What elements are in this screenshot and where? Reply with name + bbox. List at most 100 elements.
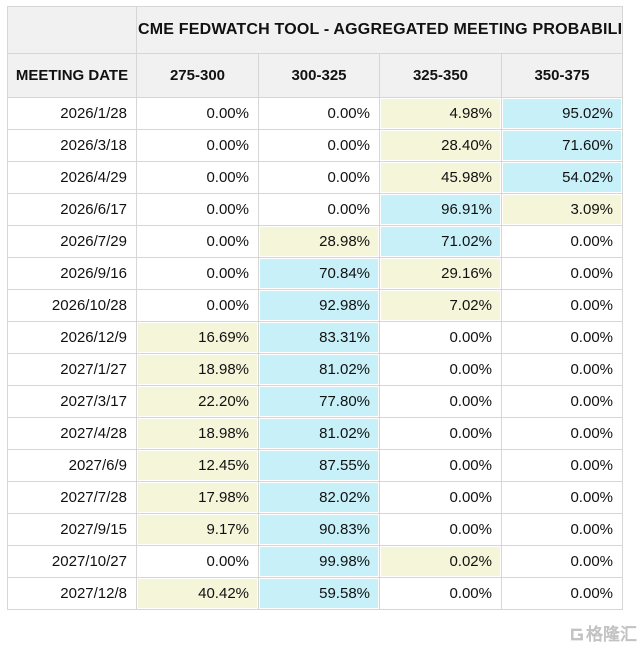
corner-cell — [7, 6, 137, 54]
meeting-date-cell: 2027/7/28 — [7, 481, 137, 514]
table-body: 2026/1/28 0.00% 0.00% 4.98% 95.02% 2026/3/18 0… — [7, 97, 624, 610]
probability-cell: 0.00% — [500, 513, 624, 546]
probability-cell: 0.00% — [136, 289, 259, 322]
table-row: 2027/3/17 22.20% 77.80% 0.00% 0.00% — [7, 385, 624, 418]
meeting-date-cell: 2027/4/28 — [7, 417, 137, 450]
probability-cell: 82.02% — [258, 481, 380, 514]
probability-cell: 0.00% — [136, 545, 259, 578]
probability-cell: 16.69% — [136, 321, 259, 354]
probability-cell: 0.00% — [500, 353, 624, 386]
column-header-350-375: 350-375 — [500, 53, 624, 98]
probability-cell: 0.02% — [379, 545, 502, 578]
probability-cell: 0.00% — [136, 129, 259, 162]
probability-cell: 59.58% — [258, 577, 380, 610]
column-header-300-325: 300-325 — [258, 53, 380, 98]
probability-cell: 4.98% — [379, 97, 502, 130]
meeting-date-cell: 2026/6/17 — [7, 193, 137, 226]
meeting-date-cell: 2027/1/27 — [7, 353, 137, 386]
probability-cell: 0.00% — [500, 417, 624, 450]
table-row: 2027/7/28 17.98% 82.02% 0.00% 0.00% — [7, 481, 624, 514]
meeting-date-cell: 2027/6/9 — [7, 449, 137, 482]
table-row: 2026/6/17 0.00% 0.00% 96.91% 3.09% — [7, 193, 624, 226]
probability-cell: 0.00% — [500, 481, 624, 514]
probability-cell: 28.98% — [258, 225, 380, 258]
probability-cell: 0.00% — [379, 449, 502, 482]
probability-cell: 0.00% — [136, 225, 259, 258]
table-row: 2026/10/28 0.00% 92.98% 7.02% 0.00% — [7, 289, 624, 322]
table-row: 2027/1/27 18.98% 81.02% 0.00% 0.00% — [7, 353, 624, 386]
table-row: 2027/6/9 12.45% 87.55% 0.00% 0.00% — [7, 449, 624, 482]
meeting-date-cell: 2026/3/18 — [7, 129, 137, 162]
meeting-date-cell: 2027/10/27 — [7, 545, 137, 578]
probability-cell: 71.02% — [379, 225, 502, 258]
probability-cell: 81.02% — [258, 417, 380, 450]
table-row: 2026/3/18 0.00% 0.00% 28.40% 71.60% — [7, 129, 624, 162]
column-header-325-350: 325-350 — [379, 53, 502, 98]
title-row: CME FEDWATCH TOOL - AGGREGATED MEETING P… — [7, 6, 624, 54]
probability-cell: 0.00% — [379, 577, 502, 610]
meeting-date-cell: 2026/7/29 — [7, 225, 137, 258]
table-row: 2026/12/9 16.69% 83.31% 0.00% 0.00% — [7, 321, 624, 354]
gelonghui-watermark-text: 格隆汇 — [586, 625, 637, 644]
probability-cell: 7.02% — [379, 289, 502, 322]
probability-cell: 0.00% — [379, 321, 502, 354]
probability-cell: 99.98% — [258, 545, 380, 578]
probability-cell: 0.00% — [258, 193, 380, 226]
meeting-date-cell: 2027/9/15 — [7, 513, 137, 546]
probability-cell: 12.45% — [136, 449, 259, 482]
column-header-275-300: 275-300 — [136, 53, 259, 98]
fedwatch-probabilities-table: CME FEDWATCH TOOL - AGGREGATED MEETING P… — [7, 6, 624, 610]
probability-cell: 9.17% — [136, 513, 259, 546]
probability-cell: 18.98% — [136, 353, 259, 386]
column-header-meeting-date: MEETING DATE — [7, 53, 137, 98]
probability-cell: 0.00% — [136, 257, 259, 290]
table-row: 2027/10/27 0.00% 99.98% 0.02% 0.00% — [7, 545, 624, 578]
table-row: 2027/4/28 18.98% 81.02% 0.00% 0.00% — [7, 417, 624, 450]
table-row: 2026/1/28 0.00% 0.00% 4.98% 95.02% — [7, 97, 624, 130]
probability-cell: 0.00% — [258, 161, 380, 194]
probability-cell: 0.00% — [500, 545, 624, 578]
probability-cell: 0.00% — [379, 481, 502, 514]
probability-cell: 54.02% — [500, 161, 624, 194]
table-row: 2027/9/15 9.17% 90.83% 0.00% 0.00% — [7, 513, 624, 546]
probability-cell: 81.02% — [258, 353, 380, 386]
meeting-date-cell: 2027/3/17 — [7, 385, 137, 418]
probability-cell: 45.98% — [379, 161, 502, 194]
probability-cell: 77.80% — [258, 385, 380, 418]
probability-cell: 0.00% — [500, 577, 624, 610]
probability-cell: 18.98% — [136, 417, 259, 450]
meeting-date-cell: 2026/10/28 — [7, 289, 137, 322]
probability-cell: 92.98% — [258, 289, 380, 322]
probability-cell: 29.16% — [379, 257, 502, 290]
probability-cell: 22.20% — [136, 385, 259, 418]
probability-cell: 71.60% — [500, 129, 624, 162]
probability-cell: 0.00% — [500, 289, 624, 322]
probability-cell: 0.00% — [136, 161, 259, 194]
probability-cell: 0.00% — [500, 385, 624, 418]
table-row: 2026/4/29 0.00% 0.00% 45.98% 54.02% — [7, 161, 624, 194]
table-row: 2026/9/16 0.00% 70.84% 29.16% 0.00% — [7, 257, 624, 290]
header-row: MEETING DATE 275-300 300-325 325-350 350… — [7, 53, 624, 98]
probability-cell: 90.83% — [258, 513, 380, 546]
probability-cell: 3.09% — [500, 193, 624, 226]
probability-cell: 0.00% — [379, 417, 502, 450]
probability-cell: 0.00% — [500, 257, 624, 290]
table-row: 2026/7/29 0.00% 28.98% 71.02% 0.00% — [7, 225, 624, 258]
gelonghui-logo-icon — [569, 627, 584, 642]
meeting-date-cell: 2026/4/29 — [7, 161, 137, 194]
probability-cell: 0.00% — [136, 193, 259, 226]
table-row: 2027/12/8 40.42% 59.58% 0.00% 0.00% — [7, 577, 624, 610]
table-title: CME FEDWATCH TOOL - AGGREGATED MEETING P… — [135, 6, 624, 54]
probability-cell: 0.00% — [258, 129, 380, 162]
probability-cell: 0.00% — [258, 97, 380, 130]
probability-cell: 96.91% — [379, 193, 502, 226]
meeting-date-cell: 2026/9/16 — [7, 257, 137, 290]
meeting-date-cell: 2026/1/28 — [7, 97, 137, 130]
probability-cell: 40.42% — [136, 577, 259, 610]
probability-cell: 83.31% — [258, 321, 380, 354]
probability-cell: 17.98% — [136, 481, 259, 514]
meeting-date-cell: 2026/12/9 — [7, 321, 137, 354]
probability-cell: 0.00% — [136, 97, 259, 130]
gelonghui-watermark: 格隆汇 — [569, 626, 637, 643]
